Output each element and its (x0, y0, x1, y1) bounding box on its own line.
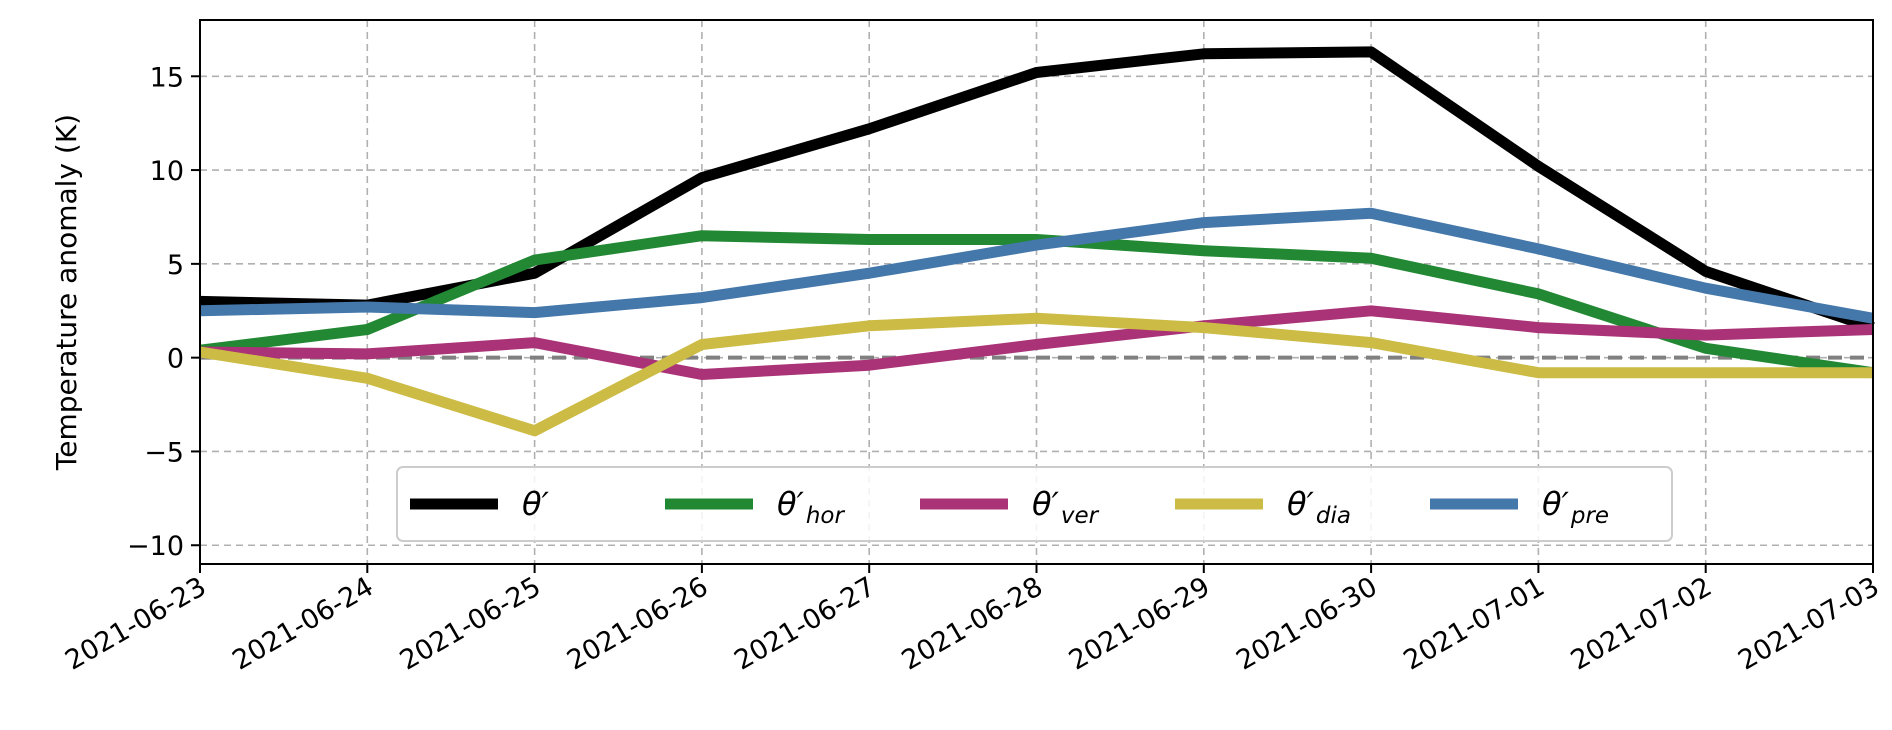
x-tick-label: 2021-06-23 (60, 571, 211, 676)
x-tick-label: 2021-06-26 (562, 571, 713, 676)
series-line (199, 312, 1873, 437)
legend-label: θ′ (522, 485, 550, 523)
y-tick-label: 15 (150, 62, 184, 93)
y-tick-label: −10 (127, 531, 184, 562)
x-tick-label: 2021-07-02 (1566, 571, 1717, 676)
x-tick-label: 2021-06-25 (395, 571, 546, 676)
x-tick-label: 2021-06-24 (227, 571, 378, 676)
series-line (199, 207, 1874, 324)
x-tick-label: 2021-06-28 (897, 571, 1048, 676)
legend: θ′ θ′hor θ′ver θ′dia θ′pre (396, 466, 1673, 542)
y-tick-label: −5 (144, 437, 184, 468)
x-tick-label: 2021-07-03 (1733, 571, 1884, 676)
series-line (199, 305, 1874, 380)
x-tick-label: 2021-06-29 (1064, 571, 1215, 676)
x-tick-label: 2021-06-27 (729, 571, 880, 676)
series-lines (199, 46, 1875, 437)
y-tick-label: 5 (167, 250, 184, 281)
y-tick-label: 10 (150, 156, 184, 187)
series-line (199, 230, 1874, 379)
x-tick-label: 2021-06-30 (1231, 571, 1382, 676)
y-axis-label: Temperature anomaly (K) (50, 114, 83, 471)
legend-box (396, 466, 1673, 542)
x-tick-label: 2021-07-01 (1399, 571, 1550, 676)
legend-label: θ′ver (1032, 485, 1100, 529)
y-tick-label: 0 (167, 344, 184, 375)
